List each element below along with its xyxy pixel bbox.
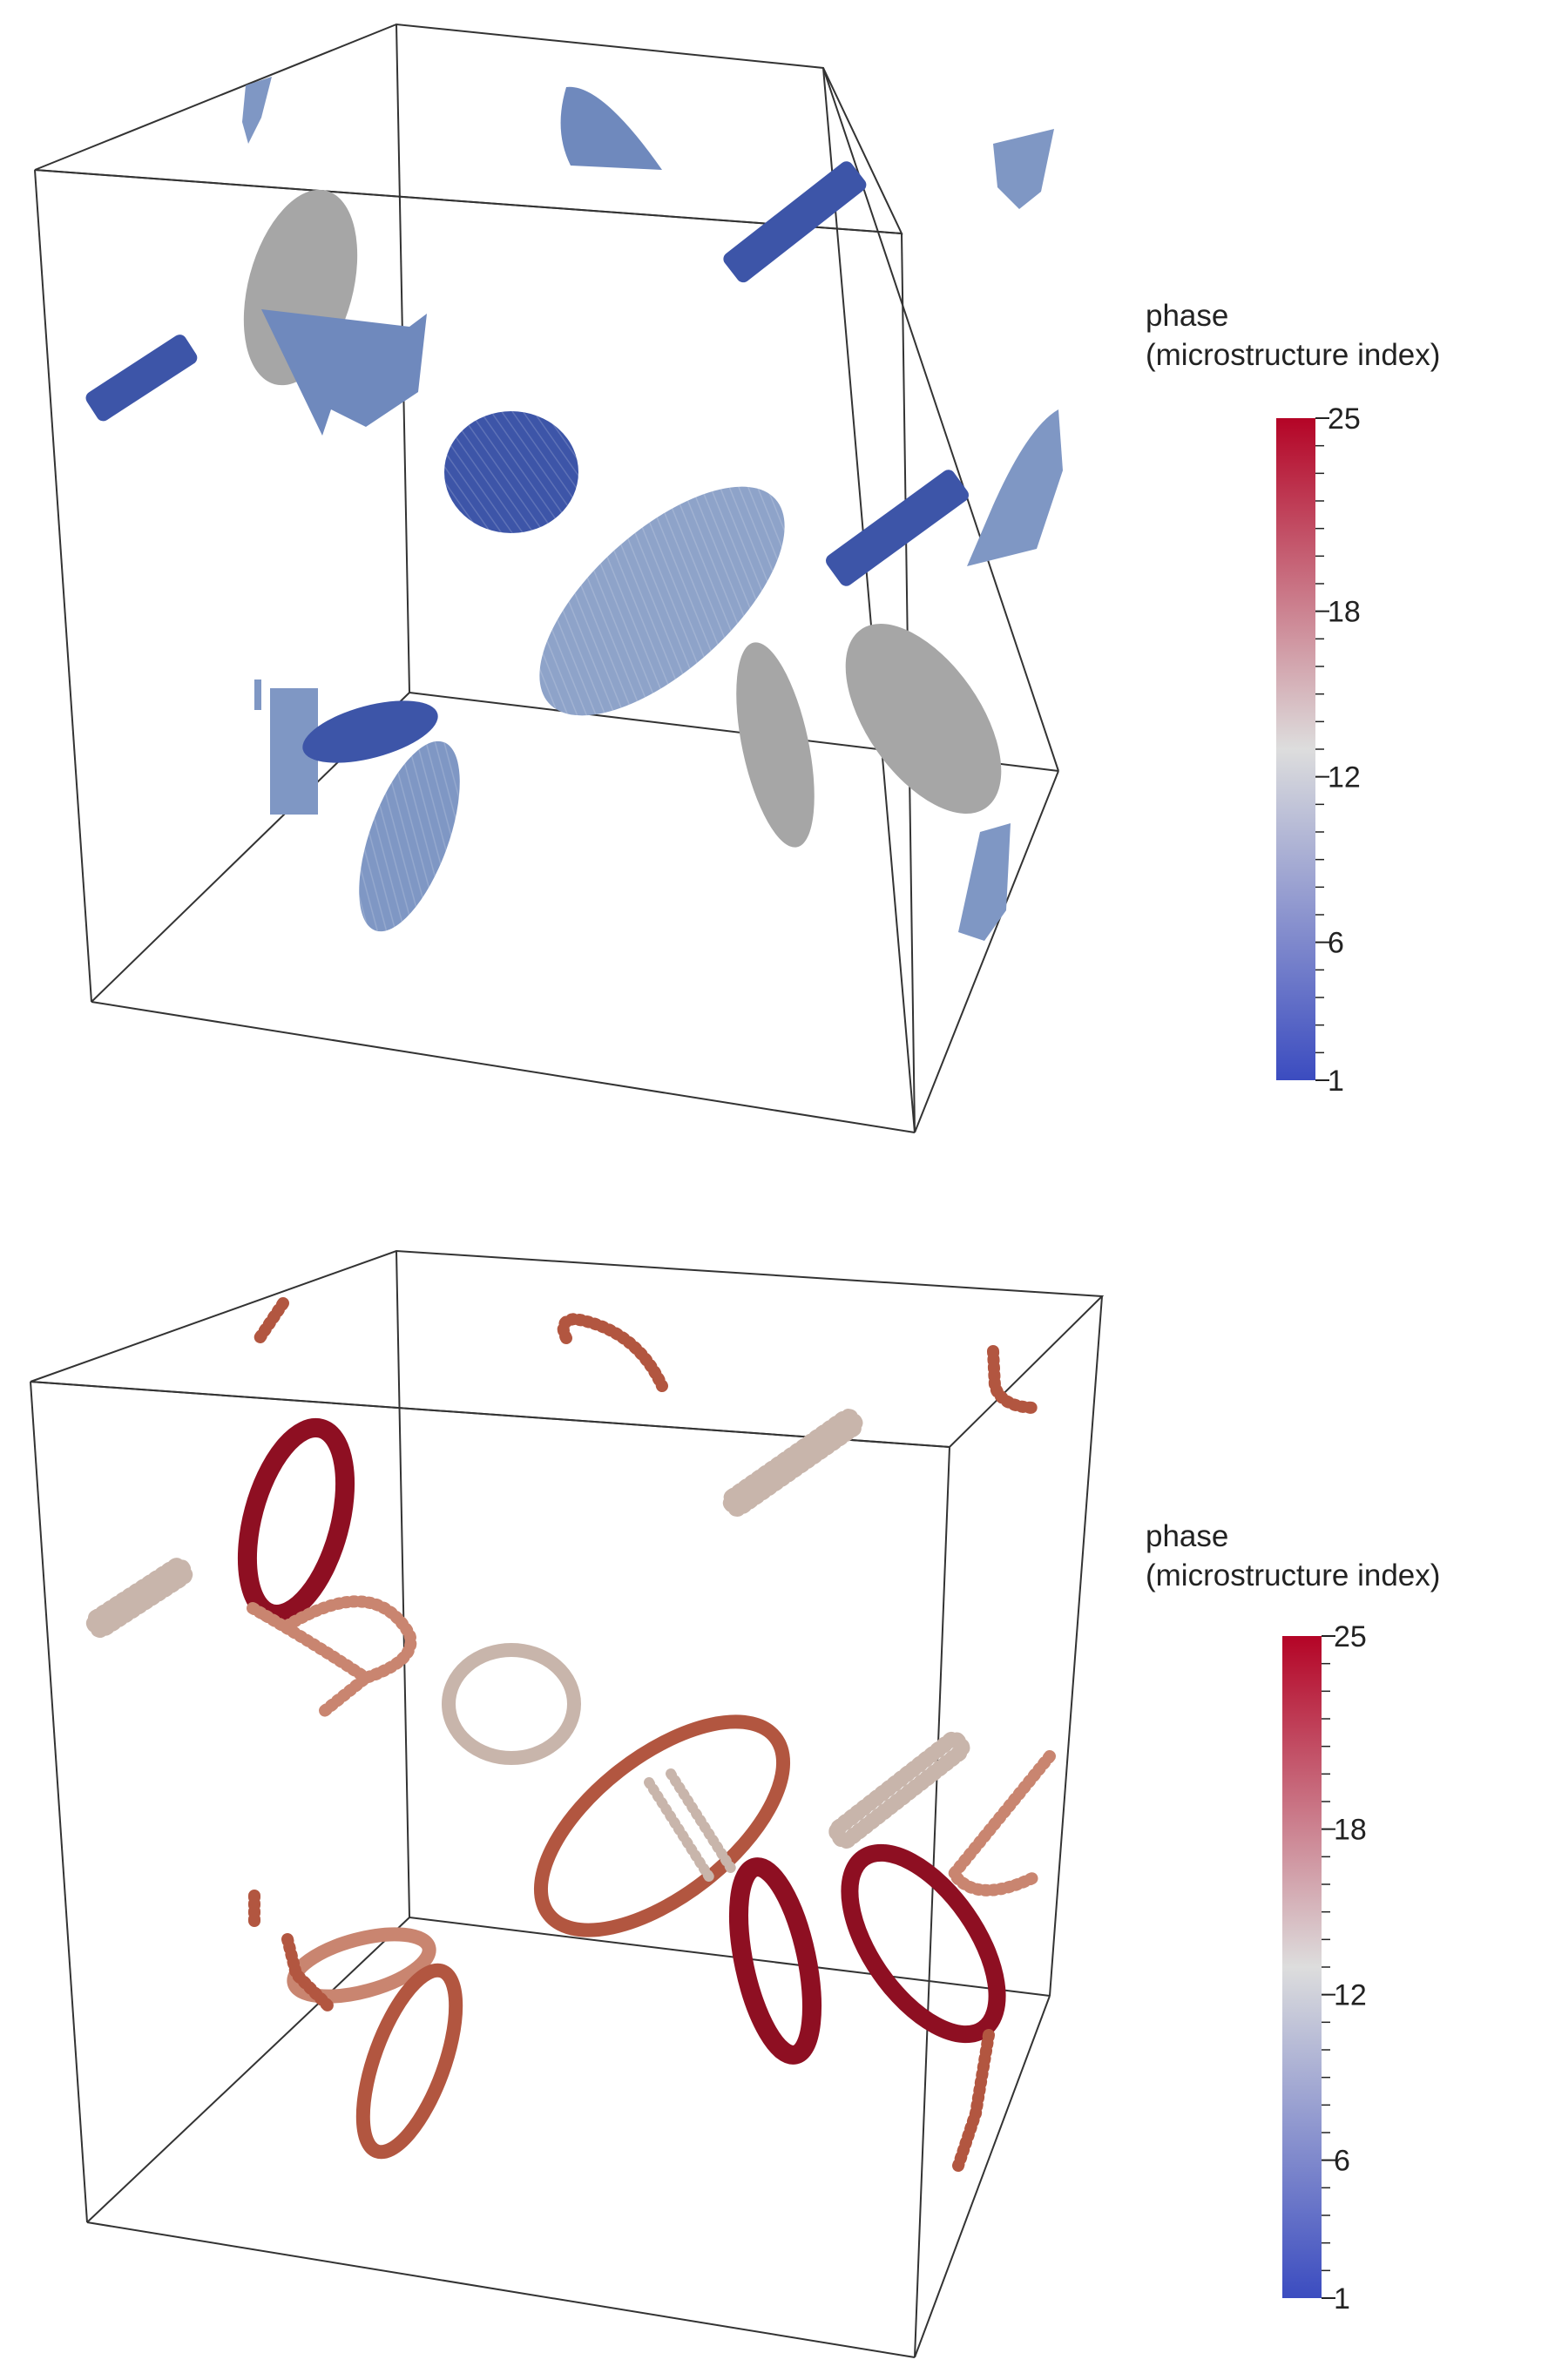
colorbar-gradient [1282, 1636, 1322, 2298]
grain-blue-plate-left [261, 309, 427, 436]
ring-rod-top [722, 1409, 863, 1517]
cube-top-back-edges [30, 1249, 1105, 1449]
colorbar-minor-ticks [1315, 417, 1324, 1081]
colorbar-tick-label: 12 [1334, 1979, 1367, 2012]
ring-salmon-lower-left [287, 1927, 436, 2004]
ring-rod-right [828, 1731, 970, 1849]
grain-deep-blue-rod-top [723, 161, 867, 283]
colorbar-bottom: phase (microstructure index) 25 18 12 6 1 [1132, 1190, 1555, 2380]
ring-fragment-top-center [557, 1312, 668, 1392]
colorbar-tick-label: 25 [1334, 1620, 1367, 1653]
bounding-box [34, 23, 1059, 1133]
ring-light-center [442, 1643, 581, 1765]
solid-grains [85, 77, 1063, 941]
grain-blue-plate-right [967, 409, 1063, 566]
colorbar-tick-label: 18 [1334, 1814, 1367, 1847]
grain-blue-top-right [993, 129, 1054, 209]
ring-dark-red-right [841, 1843, 1006, 2044]
voxel-stripe-overlay [359, 411, 785, 932]
grain-gray-right [845, 624, 1002, 814]
colorbar-graphic: 25 18 12 6 1 [1282, 1620, 1367, 2316]
colorbar-major-ticks [1315, 417, 1329, 1081]
colorbar-minor-ticks [1322, 1635, 1330, 2299]
colorbar-title: phase (microstructure index) [1146, 1517, 1440, 1595]
grain-blue-tiny [254, 680, 261, 710]
colorbar-tick-label: 25 [1328, 402, 1361, 436]
grain-boundary-rings [85, 1297, 1056, 2172]
colorbar-title-line2: (microstructure index) [1146, 1558, 1441, 1592]
ring-fragment-lower-right [952, 2029, 995, 2172]
ring-rust-large [533, 1714, 791, 1937]
ring-dark-red-left [237, 1417, 355, 1625]
ring-dark-red-center-right [729, 1857, 821, 2065]
3d-render-voxel-rings [30, 1249, 1105, 2358]
ring-fragment-right [946, 1750, 1056, 1897]
3d-render-voxel-solids [34, 23, 1063, 1133]
colorbar-title: phase (microstructure index) [1146, 296, 1440, 375]
ring-fragment-top-right [987, 1345, 1043, 1414]
colorbar-tick-label: 12 [1328, 761, 1361, 794]
ring-rod-left [85, 1557, 193, 1639]
colorbar-tick-label: 6 [1334, 2145, 1350, 2178]
colorbar-tick-label: 18 [1328, 596, 1361, 629]
bounding-box [30, 1249, 1105, 2358]
colorbar-title-line1: phase [1146, 299, 1229, 333]
colorbar-tick-labels: 25 18 12 6 1 [1334, 1620, 1367, 2316]
colorbar-graphic: 25 18 12 6 1 [1276, 402, 1361, 1098]
colorbar-title-line1: phase [1146, 1519, 1229, 1553]
grain-blue-top-center [560, 86, 662, 170]
colorbar-title-line2: (microstructure index) [1146, 338, 1441, 372]
colorbar-tick-label: 1 [1334, 2282, 1350, 2316]
colorbar-major-ticks [1322, 1635, 1335, 2299]
grain-blue-lower-right [958, 823, 1011, 941]
top-panel: phase (microstructure index) 25 18 12 6 1 [34, 0, 1555, 1190]
ring-light-inner-strands [644, 1768, 737, 1883]
colorbar-tick-labels: 25 18 12 6 1 [1328, 402, 1361, 1098]
bottom-panel: phase (microstructure index) 25 18 12 6 1 [0, 1190, 1555, 2380]
colorbar-tick-label: 6 [1328, 927, 1344, 960]
ring-salmon-tangle [247, 1595, 417, 1719]
ring-rust-lower [355, 1963, 463, 2160]
grain-gray-center-right [736, 642, 815, 848]
ring-fragment-top-left [254, 1297, 289, 1344]
grain-deep-blue-rod-left [85, 335, 198, 422]
grain-deep-blue-rod-right [826, 470, 969, 586]
grain-blue-small-top-left [242, 77, 272, 144]
colorbar-top: phase (microstructure index) 25 18 12 6 1 [1132, 0, 1555, 1190]
ring-fragment-lower-left [248, 1890, 337, 2015]
colorbar-gradient [1276, 418, 1315, 1080]
grain-deep-blue-lower-left [302, 700, 438, 763]
colorbar-tick-label: 1 [1328, 1065, 1344, 1098]
